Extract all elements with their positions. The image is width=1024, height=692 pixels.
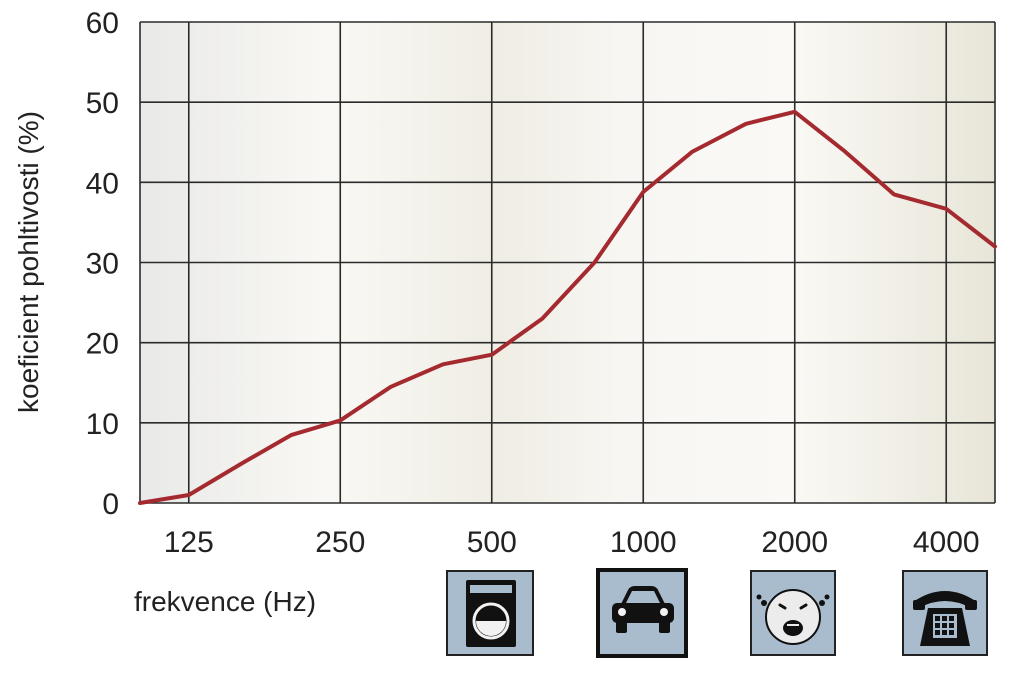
y-tick-label: 50 <box>86 87 119 120</box>
x-tick-label: 4000 <box>913 526 980 559</box>
series-line <box>138 109 997 505</box>
y-tick-label: 30 <box>86 248 119 281</box>
series-group <box>138 109 997 505</box>
baby-panel <box>750 570 836 656</box>
y-tick-labels: 0 10 20 30 40 50 60 <box>86 7 119 521</box>
y-tick-label: 10 <box>86 408 119 441</box>
x-tick-label: 250 <box>315 526 365 559</box>
y-axis-label: koeficient pohltivosti (%) <box>13 111 44 413</box>
washing-machine-icon <box>466 580 516 647</box>
grid <box>139 21 996 504</box>
x-tick-labels: 125 250 500 1000 2000 4000 <box>164 526 980 559</box>
washing-machine-panel <box>446 570 534 656</box>
x-tick-label: 500 <box>467 526 517 559</box>
car-icon <box>612 586 674 633</box>
car-panel <box>596 568 688 658</box>
x-tick-label: 125 <box>164 526 214 559</box>
y-tick-label: 40 <box>86 167 119 200</box>
x-axis-label: frekvence (Hz) <box>134 586 316 617</box>
y-tick-label: 0 <box>102 488 119 521</box>
x-tick-label: 1000 <box>610 526 677 559</box>
telephone-panel <box>902 570 988 656</box>
telephone-icon <box>913 591 977 646</box>
x-tick-label: 2000 <box>761 526 828 559</box>
y-tick-label: 20 <box>86 328 119 361</box>
y-tick-label: 60 <box>86 7 119 40</box>
crying-baby-icon <box>756 589 830 645</box>
